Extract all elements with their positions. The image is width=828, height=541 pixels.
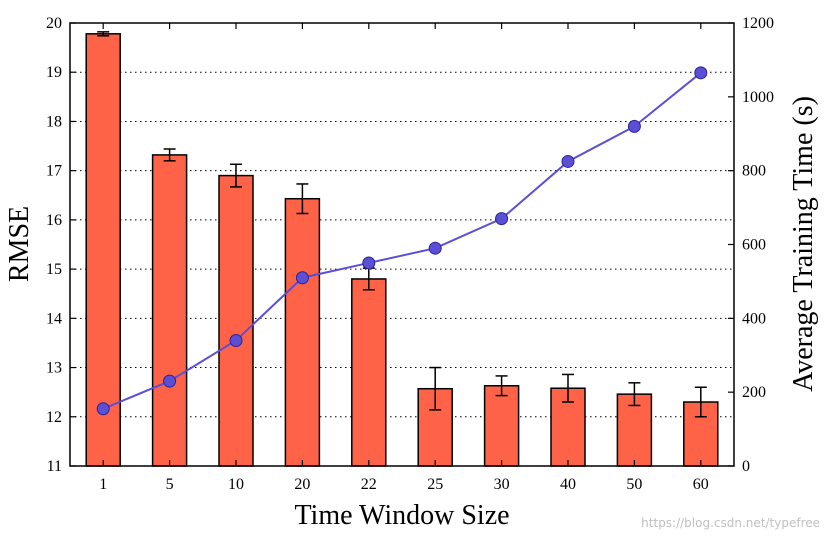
y-right-tick-label: 1000 [742,89,774,106]
data-point [561,154,575,168]
y-left-tick-label: 12 [46,409,62,426]
bar [351,278,387,467]
y-right-tick-label: 600 [742,237,766,254]
y-right-tick-label: 200 [742,384,766,401]
x-tick-label: 50 [626,476,642,493]
bar [85,33,121,467]
x-tick-label: 40 [560,476,576,493]
y-left-tick-label: 15 [46,261,62,278]
data-point [163,374,177,388]
x-tick-label: 10 [228,476,244,493]
x-tick-label: 25 [427,476,443,493]
bar [151,154,188,467]
data-point [362,256,376,270]
data-point [694,66,708,80]
y-right-tick-label: 800 [742,163,766,180]
bar [218,174,254,467]
data-point [495,212,509,226]
data-point [295,271,309,285]
data-point [229,333,243,347]
y-left-tick-label: 20 [46,15,62,32]
x-tick-label: 60 [693,476,709,493]
x-tick-label: 22 [361,476,377,493]
y-left-tick-label: 18 [46,113,62,130]
series-line [102,72,702,410]
y-left-tick-label: 16 [46,212,62,229]
x-tick-label: 1 [99,476,107,493]
x-axis-title: Time Window Size [294,500,509,531]
y-right-tick-label: 1200 [742,15,774,32]
y-left-tick-label: 17 [46,163,62,180]
watermark: https://blog.csdn.net/typefree [641,516,820,530]
y-left-axis-title: RMSE [4,206,35,282]
training-time-line [96,66,708,416]
y-right-tick-label: 0 [742,458,750,475]
data-point [627,119,641,133]
y-right-axis-title: Average Training Time (s) [788,96,819,392]
ticks: 1112131415161718192002004006008001000120… [46,15,774,493]
y-left-tick-label: 11 [47,458,62,475]
y-right-tick-label: 400 [742,310,766,327]
y-left-tick-label: 13 [46,360,62,377]
bar [284,197,321,467]
x-tick-label: 5 [166,476,174,493]
data-point [428,241,442,255]
data-point [96,402,110,416]
rmse-bars [85,33,719,467]
x-tick-label: 20 [294,476,310,493]
x-tick-label: 30 [494,476,510,493]
bar [483,385,520,467]
y-left-tick-label: 19 [46,64,62,81]
y-left-tick-label: 14 [46,310,62,327]
error-bars [97,31,707,418]
